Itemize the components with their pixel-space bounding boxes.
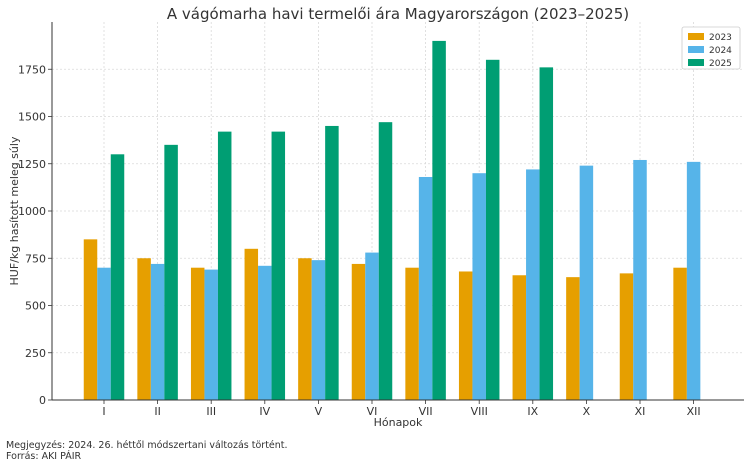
bar-2024-III xyxy=(204,269,218,400)
bar-2025-IV xyxy=(271,131,286,400)
bar-2023-VI xyxy=(351,263,366,400)
bar-2024-XI xyxy=(633,159,647,400)
bar-2023-XI xyxy=(619,273,634,400)
y-tick-label: 750 xyxy=(25,252,46,265)
bar-2024-VI xyxy=(365,252,379,400)
bar-2024-IX xyxy=(526,169,540,400)
y-tick-label: 1000 xyxy=(18,205,46,218)
bar-2023-I xyxy=(83,239,98,400)
bars xyxy=(83,40,701,401)
x-tick-label: V xyxy=(315,405,323,418)
legend-swatch-2025 xyxy=(688,59,704,66)
y-axis-label: HUF/kg hasított meleg súly xyxy=(8,136,21,285)
bar-2023-XII xyxy=(673,267,687,400)
bar-2024-VII xyxy=(418,176,433,400)
x-tick-label: XII xyxy=(687,405,701,418)
y-tick-label: 1250 xyxy=(18,158,46,171)
bar-2025-I xyxy=(110,154,125,400)
legend-label-2024: 2024 xyxy=(709,46,732,56)
bar-2024-II xyxy=(150,263,165,400)
bar-2023-X xyxy=(566,277,580,400)
y-tick-label: 0 xyxy=(39,394,46,407)
axes xyxy=(48,22,744,404)
bar-2024-X xyxy=(579,165,594,400)
methodology-note: Megjegyzés: 2024. 26. héttől módszertani… xyxy=(6,440,288,451)
bar-chart: A vágómarha havi termelői ára Magyarorsz… xyxy=(8,5,744,429)
legend-swatch-2024 xyxy=(688,46,704,53)
bar-2025-V xyxy=(325,125,339,400)
x-tick-label: VII xyxy=(419,405,433,418)
legend-swatch-2023 xyxy=(688,33,704,40)
bar-2024-I xyxy=(97,267,111,400)
legend: 2023 2024 2025 xyxy=(681,26,741,70)
bar-2023-IX xyxy=(512,275,527,400)
x-tick-label: IV xyxy=(259,405,270,418)
bar-2023-IV xyxy=(244,248,259,400)
legend-label-2023: 2023 xyxy=(709,33,732,43)
y-tick-label: 500 xyxy=(25,300,46,313)
bar-2023-V xyxy=(298,258,312,400)
bar-2025-VI xyxy=(378,122,393,401)
y-tick-label: 1500 xyxy=(18,111,46,124)
x-tick-label: VI xyxy=(367,405,378,418)
chart-title: A vágómarha havi termelői ára Magyarorsz… xyxy=(167,5,629,23)
bar-2023-II xyxy=(137,258,151,400)
y-tick-label: 250 xyxy=(25,347,46,360)
x-tick-label: I xyxy=(102,405,105,418)
bar-2025-III xyxy=(217,131,232,400)
x-tick-label: X xyxy=(583,405,591,418)
bar-2023-VII xyxy=(405,267,419,400)
x-tick-label: II xyxy=(154,405,161,418)
bar-2025-VII xyxy=(432,40,446,401)
bar-2023-VIII xyxy=(458,271,473,400)
legend-label-2025: 2025 xyxy=(709,59,732,69)
bar-2023-III xyxy=(190,267,205,400)
x-tick-label: III xyxy=(206,405,216,418)
x-tick-label: VIII xyxy=(471,405,488,418)
bar-2024-XII xyxy=(686,161,701,400)
source-note: Forrás: AKI PÁIR xyxy=(6,451,82,462)
bar-2024-IV xyxy=(258,265,272,400)
x-axis-label: Hónapok xyxy=(374,416,423,429)
bar-2025-IX xyxy=(539,67,554,401)
bar-2024-VIII xyxy=(472,173,486,400)
bar-2025-VIII xyxy=(485,59,500,401)
x-tick-label: XI xyxy=(635,405,646,418)
bar-2024-V xyxy=(311,260,326,400)
x-tick-label: IX xyxy=(527,405,538,418)
y-tick-label: 1750 xyxy=(18,63,46,76)
bar-2025-II xyxy=(164,144,178,400)
